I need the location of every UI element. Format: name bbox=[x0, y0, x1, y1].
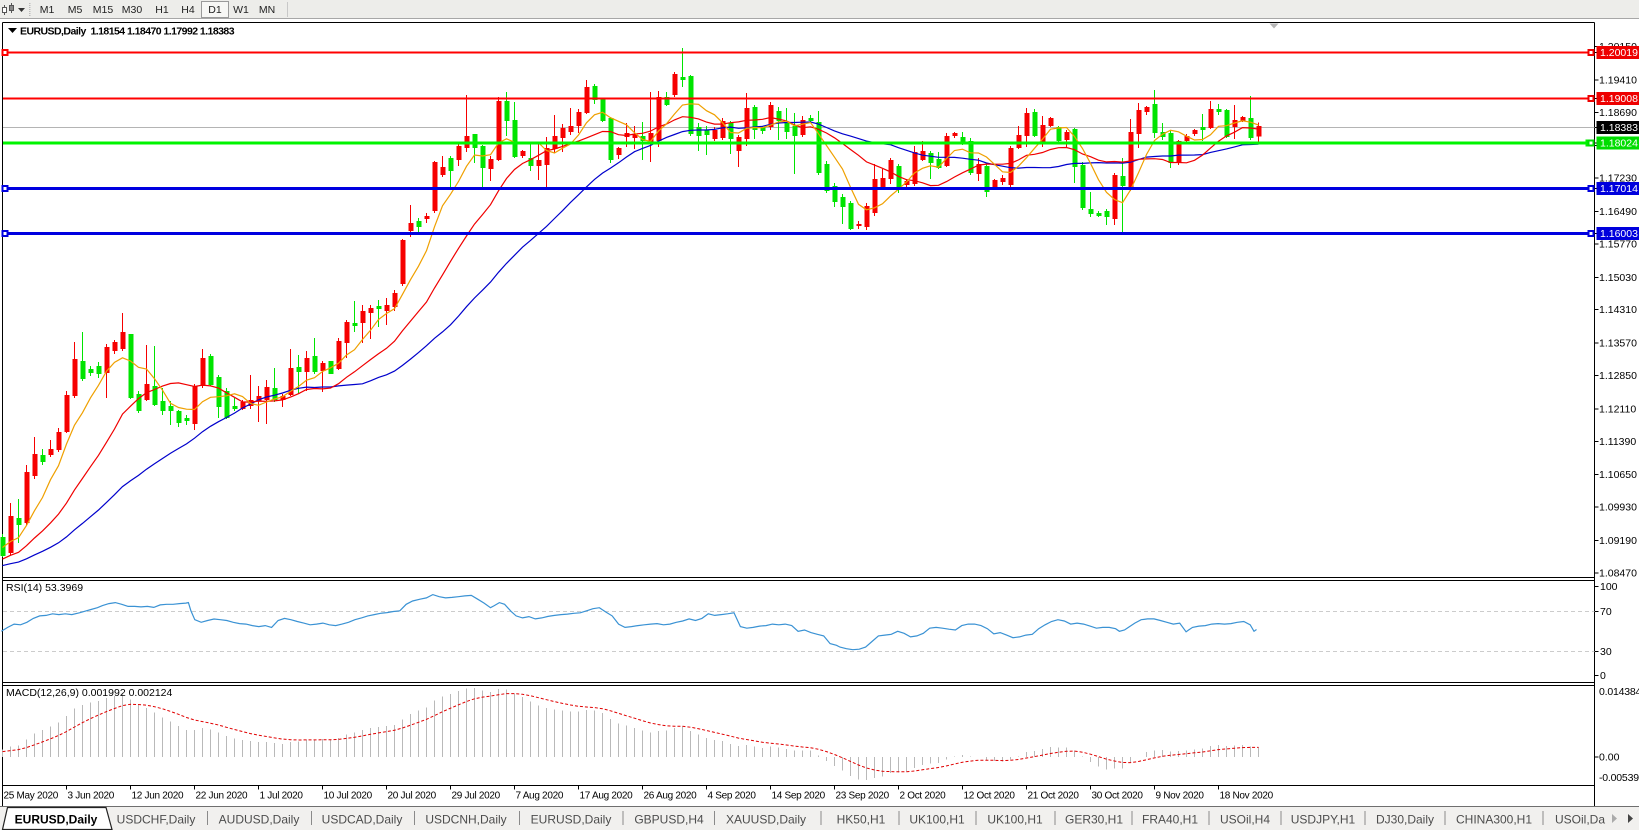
svg-text:M30: M30 bbox=[122, 4, 143, 16]
svg-text:1.19410: 1.19410 bbox=[1599, 74, 1637, 86]
svg-text:H1: H1 bbox=[155, 4, 169, 16]
svg-text:29 Jul 2020: 29 Jul 2020 bbox=[452, 791, 501, 802]
svg-text:1.11390: 1.11390 bbox=[1599, 436, 1636, 448]
svg-text:AUDUSD,Daily: AUDUSD,Daily bbox=[219, 813, 300, 827]
svg-text:0.014384: 0.014384 bbox=[1599, 686, 1639, 698]
svg-text:W1: W1 bbox=[233, 4, 249, 16]
svg-text:12 Jun 2020: 12 Jun 2020 bbox=[132, 791, 184, 802]
svg-text:23 Sep 2020: 23 Sep 2020 bbox=[836, 791, 890, 802]
svg-text:1.14310: 1.14310 bbox=[1599, 304, 1637, 316]
svg-text:30: 30 bbox=[1600, 646, 1612, 658]
svg-text:1.17230: 1.17230 bbox=[1599, 173, 1637, 185]
svg-text:USDCNH,Daily: USDCNH,Daily bbox=[425, 813, 506, 827]
svg-text:RSI(14) 53.3969: RSI(14) 53.3969 bbox=[6, 582, 83, 594]
svg-text:1.18383: 1.18383 bbox=[1600, 122, 1638, 134]
svg-text:USDCAD,Daily: USDCAD,Daily bbox=[322, 813, 403, 827]
svg-text:1.12110: 1.12110 bbox=[1599, 403, 1636, 415]
svg-text:26 Aug 2020: 26 Aug 2020 bbox=[644, 791, 698, 802]
svg-text:USOil,Da: USOil,Da bbox=[1555, 813, 1605, 827]
svg-text:HK50,H1: HK50,H1 bbox=[837, 813, 886, 827]
svg-text:CHINA300,H1: CHINA300,H1 bbox=[1456, 813, 1532, 827]
svg-text:1.08470: 1.08470 bbox=[1599, 567, 1637, 579]
svg-text:1.18690: 1.18690 bbox=[1599, 107, 1637, 119]
svg-text:1.10650: 1.10650 bbox=[1599, 469, 1637, 481]
svg-text:GER30,H1: GER30,H1 bbox=[1065, 813, 1123, 827]
svg-text:H4: H4 bbox=[181, 4, 195, 16]
svg-text:12 Oct 2020: 12 Oct 2020 bbox=[964, 791, 1016, 802]
svg-text:9 Nov 2020: 9 Nov 2020 bbox=[1156, 791, 1205, 802]
svg-text:1.16490: 1.16490 bbox=[1599, 206, 1637, 218]
svg-text:10 Jul 2020: 10 Jul 2020 bbox=[324, 791, 373, 802]
svg-text:30 Oct 2020: 30 Oct 2020 bbox=[1092, 791, 1144, 802]
svg-text:1.12850: 1.12850 bbox=[1599, 370, 1637, 382]
svg-text:XAUUSD,Daily: XAUUSD,Daily bbox=[726, 813, 806, 827]
svg-text:1.18024: 1.18024 bbox=[1600, 138, 1638, 150]
svg-text:1.20019: 1.20019 bbox=[1600, 47, 1638, 59]
svg-text:3 Jun 2020: 3 Jun 2020 bbox=[68, 791, 115, 802]
svg-text:M1: M1 bbox=[40, 4, 55, 16]
svg-text:1.15770: 1.15770 bbox=[1599, 239, 1637, 251]
svg-text:18 Nov 2020: 18 Nov 2020 bbox=[1220, 791, 1274, 802]
svg-text:1.19008: 1.19008 bbox=[1600, 93, 1638, 105]
svg-text:1.16003: 1.16003 bbox=[1600, 228, 1638, 240]
svg-text:1.17014: 1.17014 bbox=[1600, 183, 1638, 195]
svg-text:0.00: 0.00 bbox=[1599, 752, 1620, 764]
svg-text:1.09190: 1.09190 bbox=[1599, 535, 1637, 547]
svg-text:1.15030: 1.15030 bbox=[1599, 272, 1637, 284]
svg-text:100: 100 bbox=[1600, 581, 1618, 593]
svg-text:MN: MN bbox=[259, 4, 275, 16]
svg-text:UK100,H1: UK100,H1 bbox=[987, 813, 1043, 827]
svg-text:USOil,H4: USOil,H4 bbox=[1220, 813, 1270, 827]
svg-text:FRA40,H1: FRA40,H1 bbox=[1142, 813, 1198, 827]
svg-text:-0.005396: -0.005396 bbox=[1599, 772, 1639, 784]
svg-text:UK100,H1: UK100,H1 bbox=[909, 813, 965, 827]
svg-text:MACD(12,26,9) 0.001992 0.00212: MACD(12,26,9) 0.001992 0.002124 bbox=[6, 687, 173, 699]
svg-text:2 Oct 2020: 2 Oct 2020 bbox=[900, 791, 947, 802]
svg-text:EURUSD,Daily: EURUSD,Daily bbox=[15, 813, 98, 827]
svg-text:1.09930: 1.09930 bbox=[1599, 502, 1637, 514]
svg-text:EURUSD,Daily 1.18154 1.18470: EURUSD,Daily 1.18154 1.18470 1.17992 1.1… bbox=[20, 26, 235, 38]
svg-text:M15: M15 bbox=[93, 4, 114, 16]
svg-text:4 Sep 2020: 4 Sep 2020 bbox=[708, 791, 757, 802]
svg-text:GBPUSD,H4: GBPUSD,H4 bbox=[634, 813, 704, 827]
svg-text:0: 0 bbox=[1600, 670, 1606, 682]
svg-text:DJ30,Daily: DJ30,Daily bbox=[1376, 813, 1434, 827]
svg-text:21 Oct 2020: 21 Oct 2020 bbox=[1028, 791, 1080, 802]
svg-text:EURUSD,Daily: EURUSD,Daily bbox=[531, 813, 612, 827]
svg-text:17 Aug 2020: 17 Aug 2020 bbox=[580, 791, 634, 802]
svg-text:M5: M5 bbox=[68, 4, 83, 16]
svg-text:70: 70 bbox=[1600, 606, 1612, 618]
svg-text:1.13570: 1.13570 bbox=[1599, 338, 1637, 350]
svg-text:D1: D1 bbox=[208, 4, 222, 16]
svg-text:14 Sep 2020: 14 Sep 2020 bbox=[772, 791, 826, 802]
svg-text:20 Jul 2020: 20 Jul 2020 bbox=[388, 791, 437, 802]
svg-text:25 May 2020: 25 May 2020 bbox=[4, 791, 59, 802]
svg-text:22 Jun 2020: 22 Jun 2020 bbox=[196, 791, 248, 802]
svg-text:7 Aug 2020: 7 Aug 2020 bbox=[516, 791, 564, 802]
svg-text:USDCHF,Daily: USDCHF,Daily bbox=[117, 813, 196, 827]
svg-text:1 Jul 2020: 1 Jul 2020 bbox=[260, 791, 304, 802]
svg-text:USDJPY,H1: USDJPY,H1 bbox=[1291, 813, 1356, 827]
